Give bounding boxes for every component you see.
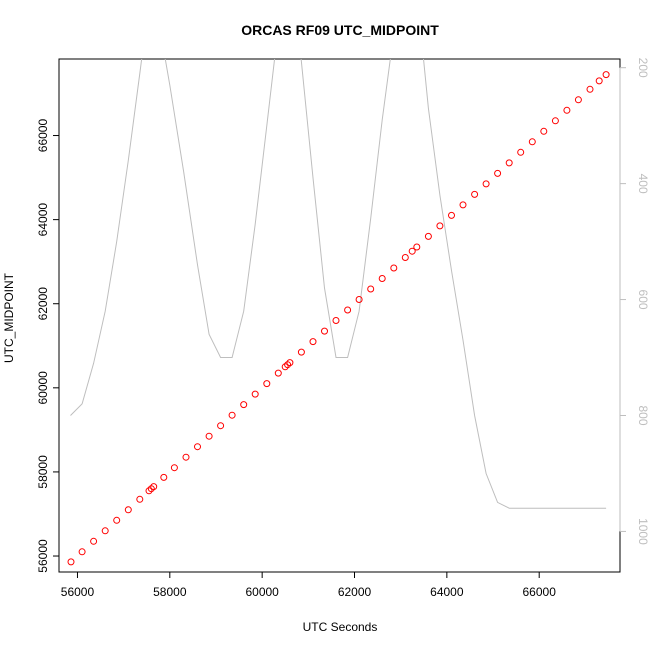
y-tick-label: 62000 <box>36 287 50 321</box>
y-axis-label: UTC_MIDPOINT <box>2 272 16 363</box>
y2-tick-label: 1000 <box>636 518 650 545</box>
data-point <box>344 306 352 314</box>
data-point <box>436 222 444 230</box>
x-axis-label: UTC Seconds <box>303 620 378 634</box>
data-point <box>494 169 502 177</box>
data-point <box>401 254 409 261</box>
y2-axis: 200 400 600 800 1000 <box>619 58 650 545</box>
data-point <box>378 275 386 282</box>
data-point <box>321 327 328 335</box>
data-point <box>251 390 259 398</box>
x-axis: 56000 58000 60000 62000 64000 66000 <box>61 571 557 599</box>
data-point <box>263 380 271 388</box>
data-point <box>563 106 571 114</box>
data-point <box>332 317 340 324</box>
y2-tick-label: 800 <box>636 405 650 425</box>
data-point <box>217 422 225 430</box>
data-point <box>602 71 610 79</box>
gray-line-layer <box>70 59 607 509</box>
data-point <box>145 487 153 495</box>
data-point <box>367 285 375 293</box>
data-point <box>551 117 559 125</box>
data-point <box>124 506 132 514</box>
y2-tick-label: 200 <box>636 58 650 78</box>
y-tick-label: 58000 <box>36 455 50 489</box>
x-tick-label: 58000 <box>153 585 187 599</box>
data-point <box>309 338 317 346</box>
data-point <box>540 127 548 135</box>
data-point <box>482 180 490 188</box>
points-layer <box>67 71 610 566</box>
y-tick-label: 56000 <box>36 539 50 573</box>
data-point <box>150 483 158 491</box>
data-point <box>136 495 144 503</box>
gray-series-line <box>70 59 607 509</box>
data-point <box>78 548 86 556</box>
data-point <box>205 432 213 440</box>
data-point <box>297 348 305 356</box>
data-point <box>574 96 582 104</box>
data-point <box>113 516 121 524</box>
x-tick-label: 56000 <box>61 585 95 599</box>
data-point <box>240 401 248 409</box>
data-point <box>355 296 363 303</box>
data-point <box>528 138 536 146</box>
y-tick-label: 64000 <box>36 203 50 237</box>
y-tick-label: 66000 <box>36 119 50 153</box>
data-point <box>413 243 421 251</box>
chart-title: ORCAS RF09 UTC_MIDPOINT <box>241 22 439 38</box>
y2-tick-label: 400 <box>636 174 650 194</box>
data-point <box>390 264 398 272</box>
data-point <box>286 359 294 367</box>
x-tick-label: 66000 <box>523 585 557 599</box>
data-point <box>505 159 513 167</box>
data-point <box>284 361 292 369</box>
data-point <box>228 411 236 419</box>
data-point <box>424 232 432 240</box>
x-tick-label: 60000 <box>245 585 279 599</box>
data-point <box>595 77 603 85</box>
x-tick-label: 62000 <box>338 585 372 599</box>
y-tick-label: 60000 <box>36 371 50 405</box>
data-point <box>90 537 98 545</box>
data-point <box>586 85 594 93</box>
data-point <box>274 369 282 377</box>
data-point <box>448 211 455 219</box>
x-tick-label: 64000 <box>430 585 464 599</box>
data-point <box>182 453 190 461</box>
data-point <box>471 190 479 198</box>
y-axis: 56000 58000 60000 62000 64000 66000 <box>36 119 60 573</box>
data-point <box>170 464 178 472</box>
data-point <box>101 527 109 535</box>
data-point <box>194 443 201 451</box>
data-point <box>408 247 416 255</box>
data-point <box>517 148 525 156</box>
y2-tick-label: 600 <box>636 290 650 310</box>
data-point <box>459 201 467 209</box>
data-point <box>67 558 75 566</box>
data-point <box>160 473 168 481</box>
plot-area <box>58 58 621 573</box>
